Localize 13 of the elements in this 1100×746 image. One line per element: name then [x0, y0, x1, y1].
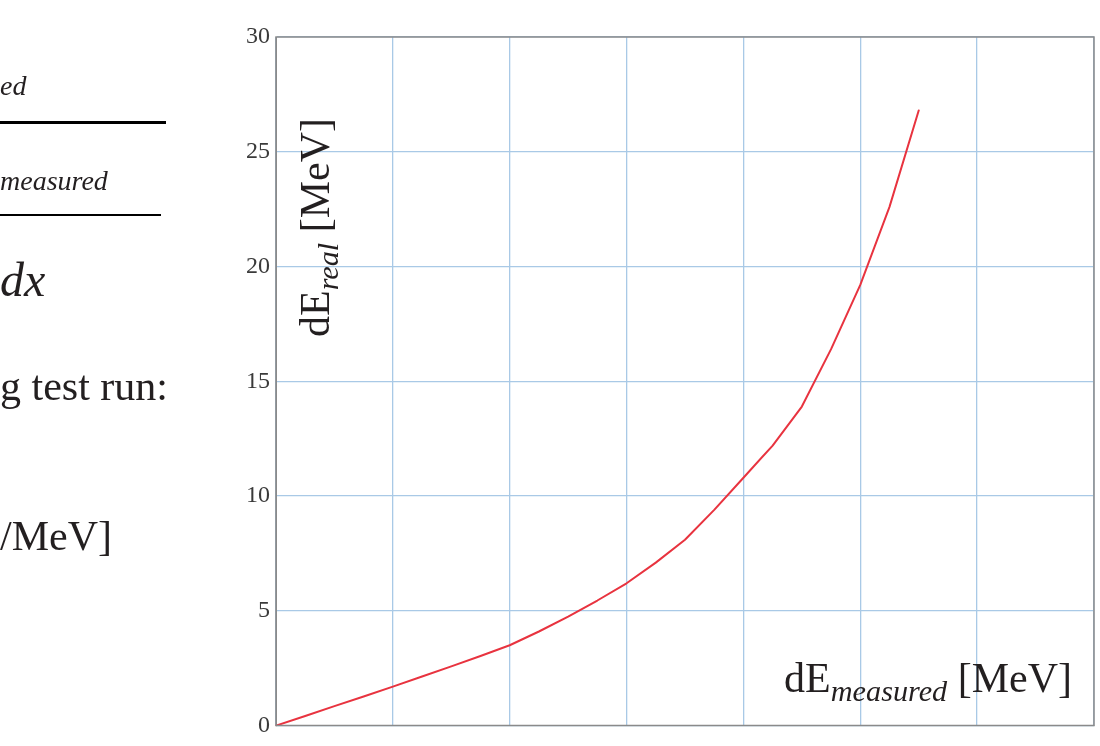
y-tick-label: 30	[246, 22, 270, 49]
y-tick-label: 5	[258, 596, 270, 623]
text: dx	[0, 252, 46, 307]
y-tick-label: 10	[246, 481, 270, 508]
y-tick-label: 25	[246, 137, 270, 164]
text: /MeV]	[0, 512, 112, 560]
y-tick-label: 20	[246, 251, 270, 278]
y-tick-label: 15	[246, 366, 270, 393]
text: ed	[0, 70, 27, 102]
y-tick-label: 0	[258, 710, 270, 737]
text: g test run:	[0, 362, 168, 410]
text: measured	[0, 165, 108, 197]
x-axis-title: dE$_{measured}$ [MeV]	[784, 653, 1072, 709]
